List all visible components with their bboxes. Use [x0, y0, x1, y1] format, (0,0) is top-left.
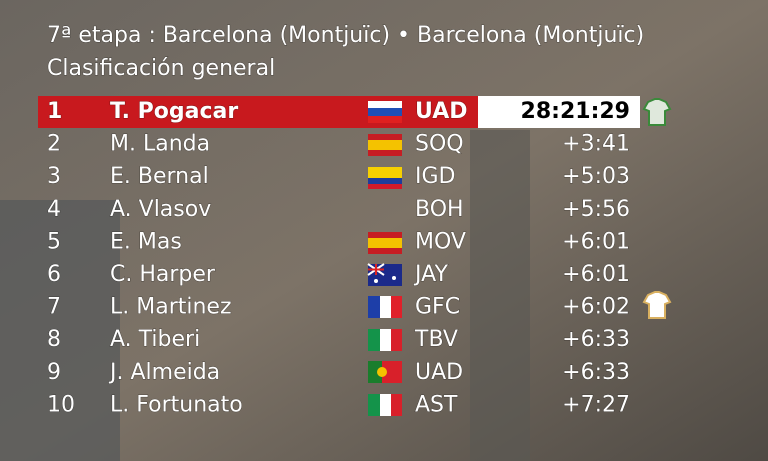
team-code: UAD — [415, 99, 467, 124]
flag-colombia — [368, 167, 402, 189]
jersey-icons — [642, 98, 672, 319]
flags — [367, 101, 402, 416]
rank: 2 — [47, 132, 61, 157]
rank: 7 — [47, 295, 61, 320]
flag-spain — [368, 134, 402, 156]
rider-name: T. Pogacar — [110, 99, 238, 124]
time: +5:03 — [562, 164, 630, 189]
team-code: TBV — [414, 327, 458, 352]
rank: 9 — [47, 360, 61, 385]
flag-spain — [368, 232, 402, 254]
rank: 5 — [47, 229, 61, 254]
team-code: SOQ — [415, 132, 464, 157]
young-rider-jersey — [642, 291, 672, 319]
flag-italy — [368, 329, 402, 351]
rider-name: C. Harper — [110, 262, 216, 287]
flag-italy — [368, 394, 402, 416]
flag-slovenia — [368, 101, 402, 123]
rider-name: J. Almeida — [108, 360, 220, 385]
flag-portugal — [368, 361, 402, 383]
leader-bar — [38, 96, 478, 128]
tower — [0, 200, 120, 461]
team-code: BOH — [415, 197, 464, 222]
time: +6:02 — [562, 295, 630, 320]
rider-name: L. Fortunato — [110, 392, 243, 417]
rank: 6 — [47, 262, 61, 287]
time: +5:56 — [562, 197, 630, 222]
leader-time-box — [478, 96, 640, 128]
time: +6:01 — [562, 229, 630, 254]
leader-jersey — [642, 98, 672, 126]
time: +3:41 — [562, 132, 630, 157]
time: +6:01 — [562, 262, 630, 287]
team-code: AST — [415, 392, 458, 417]
flag-france — [368, 296, 402, 318]
classification-title: Clasificación general — [47, 56, 275, 81]
rider-name: A. Tiberi — [110, 327, 200, 352]
rider-name: A. Vlasov — [110, 197, 211, 222]
rank: 8 — [47, 327, 61, 352]
team-code: IGD — [415, 164, 455, 189]
avenue — [470, 130, 530, 461]
rank: 3 — [47, 164, 61, 189]
time: +6:33 — [562, 327, 630, 352]
rank: 4 — [47, 197, 61, 222]
team-code: GFC — [415, 295, 460, 320]
time: 28:21:29 — [521, 99, 630, 124]
stage-title: 7ª etapa : Barcelona (Montjuïc) • Barcel… — [47, 23, 644, 48]
rider-name: L. Martinez — [110, 295, 232, 320]
rider-name: M. Landa — [110, 132, 210, 157]
rank: 1 — [47, 99, 62, 124]
rider-name: E. Bernal — [110, 164, 209, 189]
rider-name: E. Mas — [110, 229, 182, 254]
team-code: MOV — [415, 229, 466, 254]
time: +6:33 — [562, 360, 630, 385]
team-code: UAD — [415, 360, 463, 385]
time: +7:27 — [562, 392, 630, 417]
team-code: JAY — [413, 262, 448, 287]
rank: 10 — [47, 392, 75, 417]
flag-australia — [367, 263, 402, 286]
